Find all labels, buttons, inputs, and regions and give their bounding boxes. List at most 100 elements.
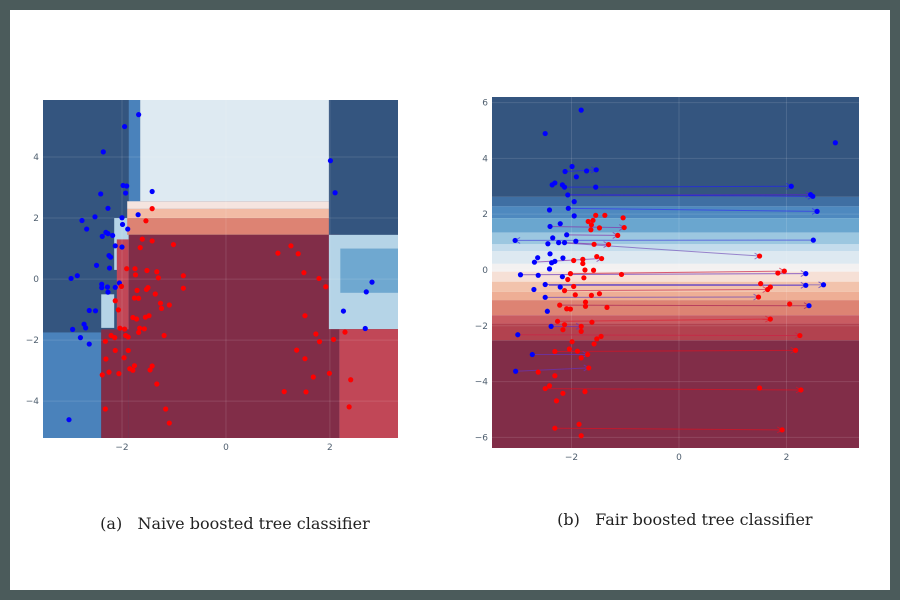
decision-region <box>101 294 115 328</box>
red-point <box>596 225 603 231</box>
red-point <box>582 299 589 305</box>
red-point <box>346 404 352 410</box>
red-point <box>131 295 138 301</box>
red-point <box>598 333 604 339</box>
red-point <box>620 215 626 221</box>
red-point <box>112 335 118 341</box>
red-point <box>143 286 150 293</box>
blue-point <box>578 107 584 113</box>
blue-point <box>562 168 568 175</box>
x-tick-label: 0 <box>223 443 229 453</box>
red-point <box>136 295 142 301</box>
red-point <box>585 351 591 358</box>
shift-arrow <box>564 242 609 246</box>
caption-b-label: (b) <box>557 510 580 529</box>
blue-point <box>512 237 518 244</box>
blue-point <box>593 184 599 190</box>
blue-point <box>542 294 548 300</box>
blue-point <box>363 289 369 295</box>
red-point <box>146 313 152 319</box>
blue-point <box>517 272 524 278</box>
red-point <box>797 332 803 339</box>
caption-b: (b) Fair boosted tree classifier <box>547 491 812 529</box>
red-point <box>582 267 588 273</box>
blue-point <box>806 303 812 309</box>
red-point <box>596 291 603 297</box>
red-point <box>122 326 128 332</box>
red-point <box>535 369 541 375</box>
blue-point <box>820 282 827 288</box>
blue-point <box>77 335 84 341</box>
decision-region <box>43 332 102 438</box>
blue-point <box>124 183 130 189</box>
blue-point <box>149 188 155 195</box>
decision-region <box>492 263 859 272</box>
red-point <box>580 260 586 267</box>
blue-point <box>100 149 106 155</box>
red-point <box>134 287 140 293</box>
blue-point <box>557 221 563 227</box>
red-point <box>313 331 319 337</box>
red-point <box>588 292 595 298</box>
red-point <box>180 273 186 279</box>
red-point <box>139 236 145 242</box>
decision-region <box>101 329 129 438</box>
red-point <box>569 339 575 345</box>
blue-point <box>83 325 89 331</box>
red-point <box>561 288 568 294</box>
red-point <box>133 316 140 322</box>
red-point <box>602 212 608 218</box>
blue-point <box>122 123 128 130</box>
red-point <box>561 322 568 328</box>
blue-point <box>86 341 92 347</box>
red-point <box>163 406 169 412</box>
decision-region <box>127 201 329 209</box>
decision-region <box>340 248 398 293</box>
red-point <box>103 356 109 362</box>
red-point <box>115 307 121 313</box>
red-point <box>99 372 105 378</box>
red-point <box>136 329 142 336</box>
red-point <box>330 336 337 343</box>
blue-point <box>66 417 72 423</box>
red-point <box>618 271 625 278</box>
decision-region <box>128 100 141 210</box>
red-point <box>102 338 108 344</box>
red-point <box>166 302 172 308</box>
red-point <box>565 276 571 283</box>
shift-arrow <box>515 367 589 372</box>
shift-arrow <box>570 270 785 275</box>
red-point <box>124 266 130 272</box>
x-tick-label: 2 <box>327 443 333 453</box>
y-tick-label: 2 <box>33 214 39 224</box>
blue-point <box>112 284 118 290</box>
red-point <box>121 355 127 361</box>
shift-arrow <box>564 289 768 292</box>
red-point <box>116 371 122 377</box>
red-point <box>591 341 597 347</box>
blue-point <box>515 332 521 338</box>
decision-region <box>492 291 859 301</box>
red-point <box>552 425 558 431</box>
red-point <box>560 390 566 396</box>
red-point <box>590 217 596 223</box>
shift-arrow <box>566 234 618 236</box>
red-point <box>112 347 118 354</box>
red-point <box>131 363 138 369</box>
red-point <box>275 250 281 256</box>
shift-arrow <box>550 225 625 229</box>
decision-region <box>492 315 859 324</box>
blue-point <box>119 221 126 228</box>
blue-point <box>545 241 551 247</box>
shift-arrow <box>559 304 810 307</box>
red-point <box>588 227 594 233</box>
red-point <box>604 304 610 310</box>
blue-point <box>84 226 90 232</box>
blue-point <box>531 286 537 293</box>
blue-point <box>70 326 76 333</box>
blue-point <box>814 208 820 214</box>
red-point <box>132 266 138 272</box>
red-point <box>578 328 584 334</box>
blue-point <box>547 223 553 230</box>
red-point <box>149 205 155 212</box>
